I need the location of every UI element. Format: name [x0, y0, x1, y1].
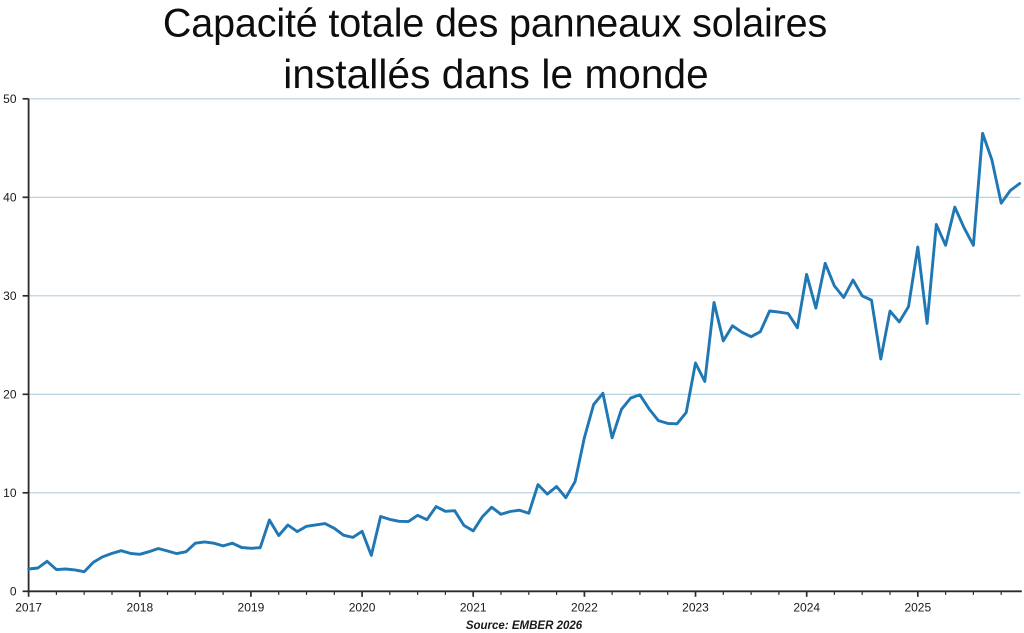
svg-text:2020: 2020	[349, 601, 376, 615]
svg-text:2021: 2021	[460, 601, 487, 615]
svg-text:2023: 2023	[682, 601, 709, 615]
svg-text:2025: 2025	[904, 601, 931, 615]
svg-text:2018: 2018	[126, 601, 153, 615]
svg-text:0: 0	[10, 584, 17, 598]
svg-text:2017: 2017	[15, 601, 42, 615]
svg-text:20: 20	[3, 387, 17, 401]
svg-text:2019: 2019	[238, 601, 265, 615]
svg-text:2022: 2022	[571, 601, 598, 615]
svg-text:30: 30	[3, 289, 17, 303]
svg-text:40: 40	[3, 190, 17, 204]
svg-text:Capacité totale des panneaux s: Capacité totale des panneaux solaires	[163, 2, 827, 46]
svg-text:installés dans le monde: installés dans le monde	[283, 51, 709, 97]
svg-text:50: 50	[3, 92, 17, 106]
svg-text:10: 10	[3, 486, 17, 500]
svg-text:2024: 2024	[793, 601, 820, 615]
svg-text:Source: EMBER 2026: Source: EMBER 2026	[466, 620, 583, 632]
